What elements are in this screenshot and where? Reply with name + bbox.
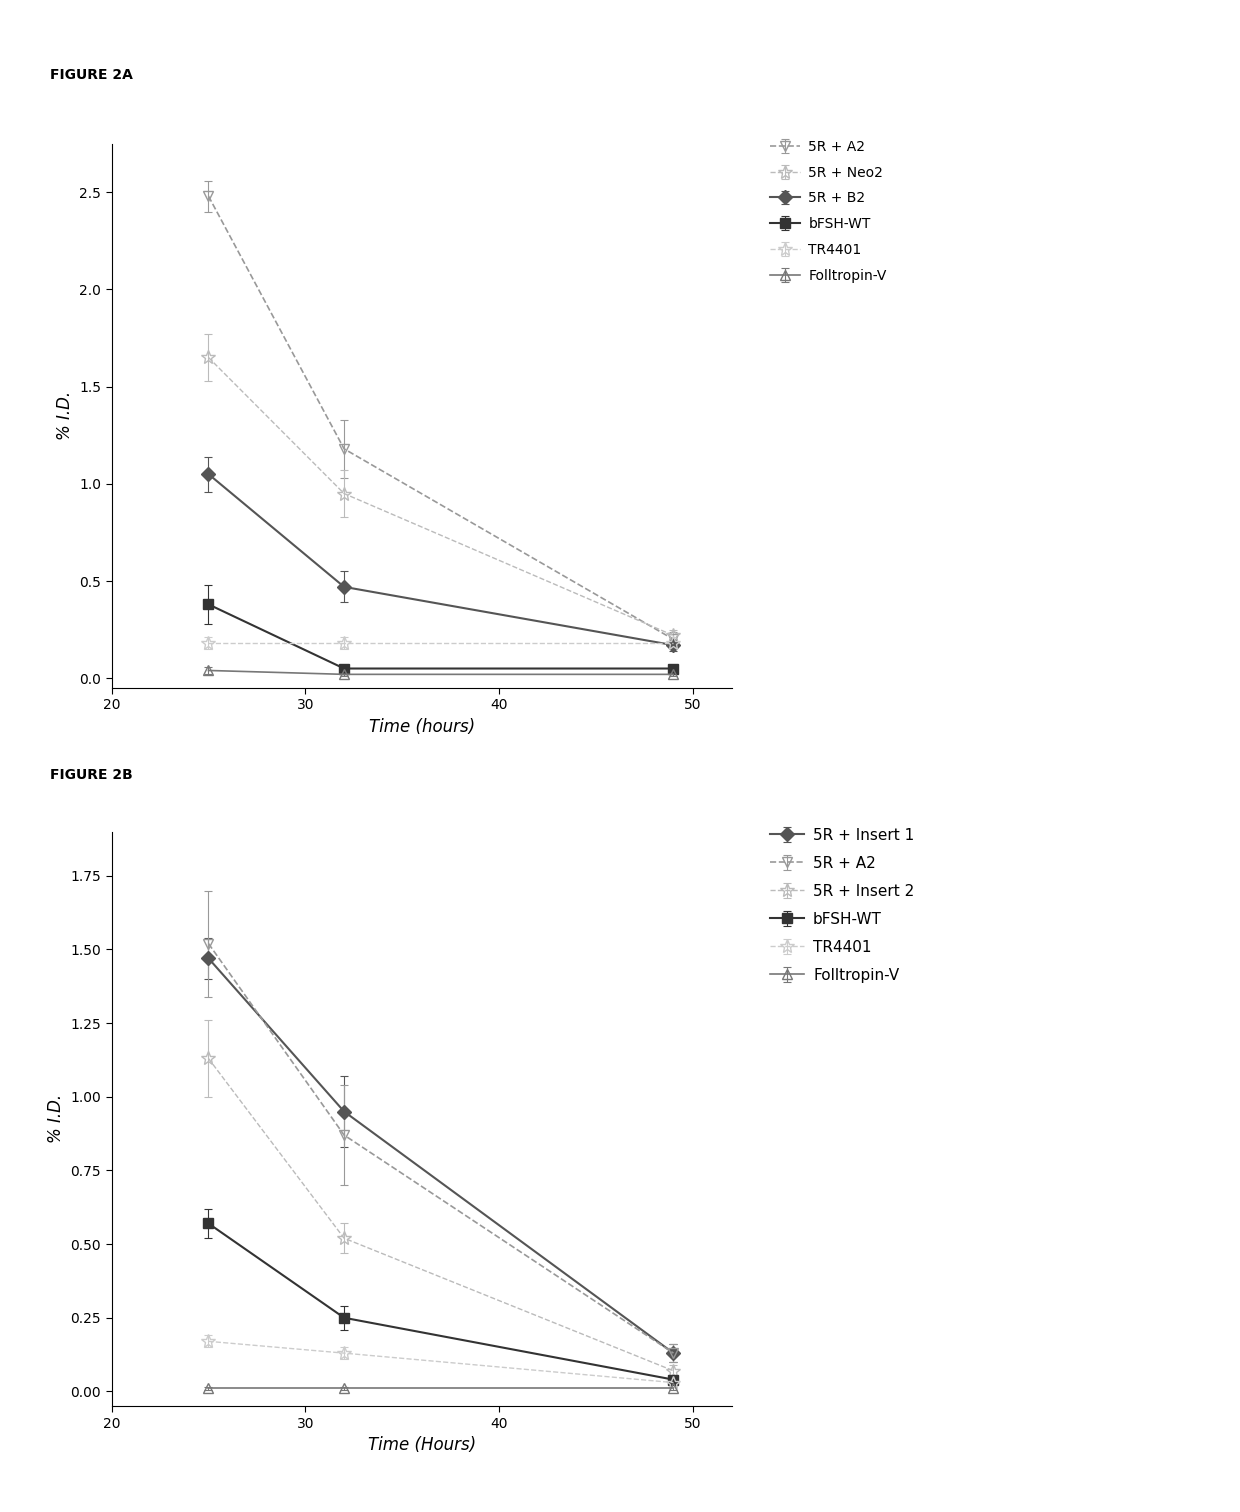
X-axis label: Time (hours): Time (hours) [368,718,475,736]
Text: FIGURE 2B: FIGURE 2B [50,768,133,782]
Text: FIGURE 2A: FIGURE 2A [50,68,133,82]
Legend: 5R + Insert 1, 5R + A2, 5R + Insert 2, bFSH-WT, TR4401, Folltropin-V: 5R + Insert 1, 5R + A2, 5R + Insert 2, b… [770,827,914,983]
Y-axis label: % I.D.: % I.D. [47,1095,64,1143]
X-axis label: Time (Hours): Time (Hours) [367,1436,476,1455]
Y-axis label: % I.D.: % I.D. [56,392,73,440]
Legend: 5R + A2, 5R + Neo2, 5R + B2, bFSH-WT, TR4401, Folltropin-V: 5R + A2, 5R + Neo2, 5R + B2, bFSH-WT, TR… [770,139,887,283]
